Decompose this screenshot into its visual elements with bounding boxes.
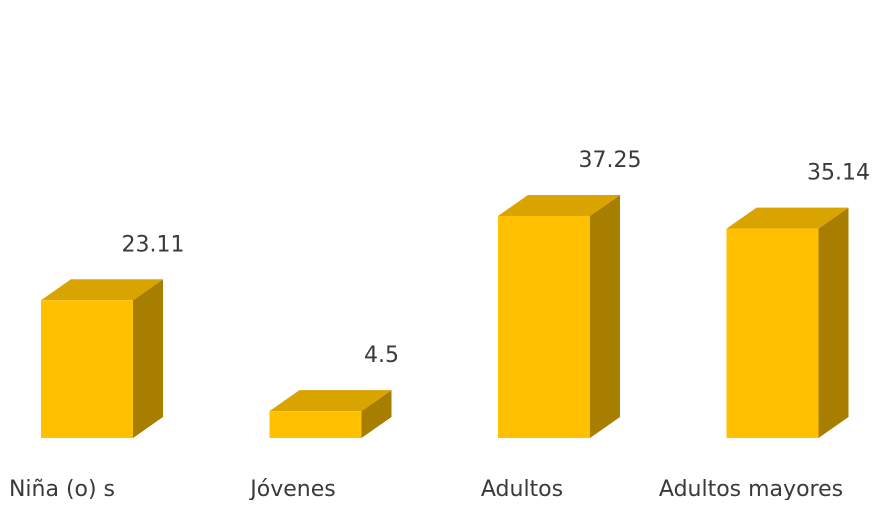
- data-labels-layer: 23.11 4.5 37.25 35.14: [122, 148, 870, 368]
- bar-3: [498, 195, 620, 438]
- category-label-4: Adultos mayores: [659, 477, 843, 500]
- data-label-3: 37.25: [579, 148, 642, 173]
- bar-1: [41, 279, 163, 438]
- category-labels-layer: Niña (o) s Jóvenes Adultos Adultos mayores: [9, 477, 843, 502]
- bar-side-face: [133, 279, 163, 438]
- bar-2: [269, 390, 392, 438]
- bars-layer: [41, 195, 849, 438]
- bar-top-face: [726, 207, 849, 229]
- bar-side-face: [361, 390, 392, 438]
- bar-front-face: [498, 216, 590, 438]
- data-label-4: 35.14: [807, 161, 870, 186]
- bar-top-face: [498, 195, 620, 216]
- bar-side-face: [590, 195, 620, 438]
- category-label-1: Niña (o) s: [9, 477, 115, 500]
- bar-4: [726, 207, 849, 438]
- category-label-3: Adultos: [481, 477, 563, 500]
- bar-front-face: [726, 228, 819, 438]
- data-label-2: 4.5: [364, 343, 399, 368]
- bar-front-face: [41, 300, 133, 438]
- bar-top-face: [269, 390, 392, 412]
- category-label-2: Jóvenes: [248, 477, 335, 500]
- bar-front-face: [269, 411, 362, 438]
- bar-side-face: [818, 207, 849, 438]
- bar-top-face: [41, 279, 163, 301]
- data-label-1: 23.11: [122, 232, 185, 257]
